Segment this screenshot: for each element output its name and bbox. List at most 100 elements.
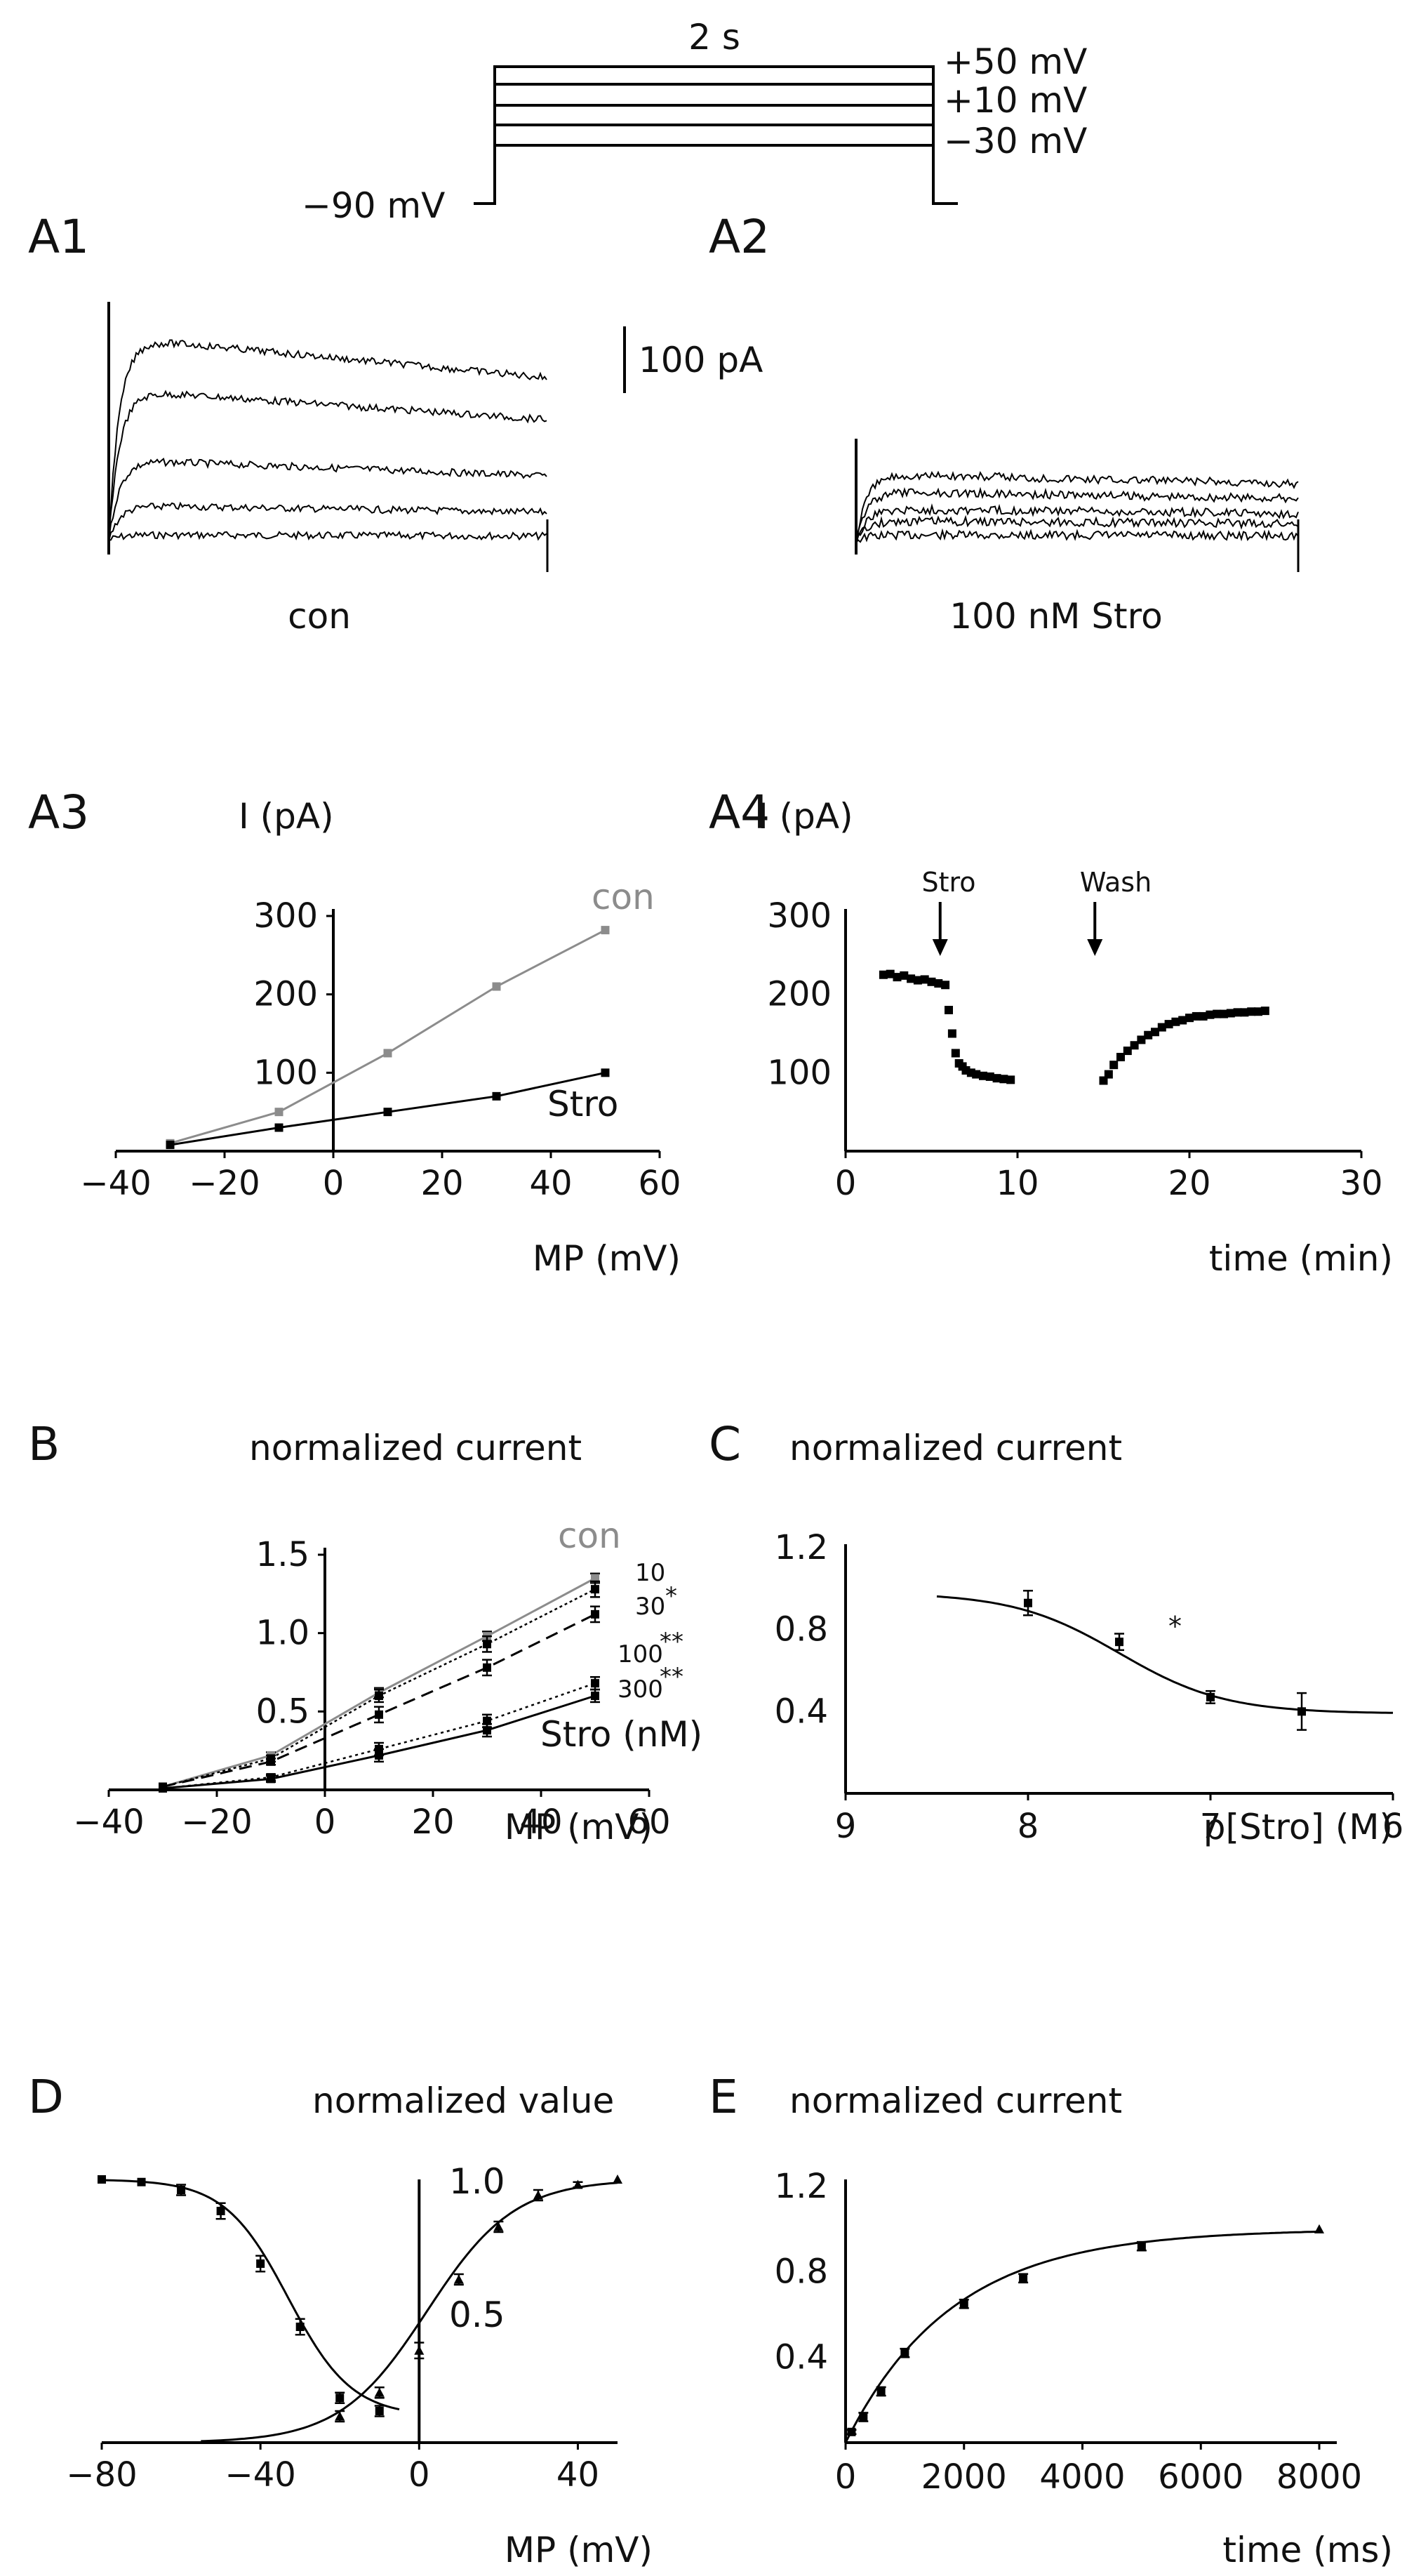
data-point [1178, 1016, 1187, 1025]
caption-con: con [288, 596, 351, 637]
data-point [1314, 2224, 1324, 2233]
x-tick-label: 7 [1200, 1807, 1222, 1846]
step-label-m30: −30 mV [944, 121, 1087, 161]
x-tick-label: −20 [189, 1164, 260, 1203]
b-xlabel: MP (mV) [505, 1807, 653, 1847]
panel-label-a3: A3 [28, 785, 89, 839]
a4-arrow-stro-label: Stro [921, 867, 975, 898]
a3-stro-label: Stro [547, 1084, 618, 1124]
data-point-inactivation [256, 2259, 265, 2268]
x-tick-label: 0 [835, 2457, 857, 2497]
x-tick-label: 60 [638, 1164, 681, 1203]
data-point-activation [374, 2387, 385, 2397]
current-trace [108, 501, 547, 542]
x-tick-label: 40 [556, 2455, 599, 2495]
data-point [1213, 1009, 1222, 1018]
traces-con [107, 302, 549, 572]
fit-curve [936, 1595, 1394, 1714]
x-tick-label: −40 [80, 1164, 151, 1203]
data-point [847, 2427, 856, 2436]
chart-a4: 0 10 20 30 100 200 300 [767, 896, 1382, 1203]
x-tick-label: 10 [996, 1164, 1039, 1203]
current-trace [855, 528, 1299, 543]
data-point [1115, 1638, 1123, 1647]
data-point [1151, 1028, 1159, 1037]
caption-stro: 100 nM Stro [949, 596, 1162, 637]
y-tick-label: 0.4 [775, 2337, 828, 2377]
current-trace [855, 503, 1299, 545]
data-point [876, 2387, 886, 2396]
x-tick-label: 20 [411, 1802, 454, 1842]
y-tick-label: 300 [767, 896, 832, 936]
data-point [1185, 1014, 1194, 1023]
data-point-inactivation [295, 2323, 305, 2331]
voltage-protocol: 2 s −90 mV +50 mV +10 mV −30 mV [302, 17, 1087, 226]
data-point-con [383, 1049, 392, 1058]
x-tick-label: 40 [529, 1164, 572, 1203]
x-tick-label: 20 [420, 1164, 463, 1203]
x-tick-label: 9 [835, 1807, 857, 1846]
b-sig-100: ** [660, 1628, 683, 1656]
data-point [1157, 1023, 1166, 1032]
chart-d: −80 −40 0 40 [66, 2175, 622, 2495]
panel-label-c: C [709, 1417, 741, 1471]
panel-label-d: D [28, 2070, 64, 2124]
chart-e: 0 2000 4000 6000 8000 0.4 0.8 1.2 [775, 2167, 1362, 2497]
data-point [1247, 1007, 1256, 1016]
d-xlabel: MP (mV) [505, 2530, 653, 2570]
data-point-con [591, 1574, 599, 1583]
protocol-holding-left [474, 65, 958, 205]
y-tick-label: 0.4 [775, 1692, 828, 1731]
a4-xlabel: time (min) [1209, 1238, 1393, 1279]
data-point-10 [483, 1640, 491, 1649]
traces-stro [855, 439, 1300, 572]
fit-curve [844, 2230, 1320, 2443]
data-point [979, 1071, 987, 1080]
data-point [1220, 1009, 1228, 1018]
b-sig-30: * [665, 1582, 677, 1610]
b-con-label: con [558, 1515, 621, 1556]
data-point-30 [591, 1609, 599, 1619]
c-star: * [1168, 1611, 1182, 1642]
c-xlabel: p[Stro] (M) [1203, 1807, 1393, 1847]
y-tick-label: 1.0 [256, 1614, 309, 1653]
data-point [1260, 1007, 1269, 1016]
data-point-activation [335, 2411, 345, 2421]
data-point [934, 979, 943, 988]
data-point [1024, 1598, 1032, 1607]
a3-con-label: con [592, 877, 655, 917]
data-point [859, 2412, 868, 2422]
event-arrow-head [932, 939, 948, 956]
b-sig-300: ** [660, 1663, 683, 1691]
y-tick-label: 0.8 [775, 2252, 828, 2292]
event-arrow-head [1087, 939, 1103, 956]
x-tick-label: 6 [1382, 1807, 1404, 1846]
b-conc-100: 100 [618, 1640, 663, 1668]
b-conc-unit: Stro (nM) [540, 1714, 702, 1755]
b-conc-labels: 10 30 * 100 ** 300 ** [618, 1559, 683, 1704]
data-point [1006, 1075, 1015, 1084]
data-point-inactivation [375, 2407, 384, 2415]
data-point [1104, 1070, 1113, 1079]
data-point-300 [591, 1692, 599, 1700]
current-trace [855, 514, 1299, 542]
data-point-activation [453, 2274, 464, 2284]
y-tick-label: 1.2 [775, 1528, 828, 1567]
x-tick-label: −20 [181, 1802, 252, 1842]
x-tick-label: 8 [1018, 1807, 1039, 1846]
data-point-Stro [166, 1141, 175, 1150]
data-point [1116, 1053, 1125, 1061]
data-point [985, 1072, 994, 1081]
panel-label-a4: A4 [709, 785, 770, 839]
data-point-Stro [383, 1108, 392, 1117]
x-tick-label: 6000 [1158, 2457, 1243, 2497]
activation-fit [201, 2182, 618, 2443]
chart-b: −40 −20 0 20 40 60 0.5 1.0 1.5 [73, 1535, 670, 1842]
x-tick-label: −40 [225, 2455, 296, 2495]
data-point-300 [375, 1751, 383, 1760]
data-point [1254, 1007, 1262, 1016]
data-point-activation [493, 2222, 504, 2231]
data-point-con [492, 982, 501, 991]
data-point [1137, 2242, 1146, 2251]
